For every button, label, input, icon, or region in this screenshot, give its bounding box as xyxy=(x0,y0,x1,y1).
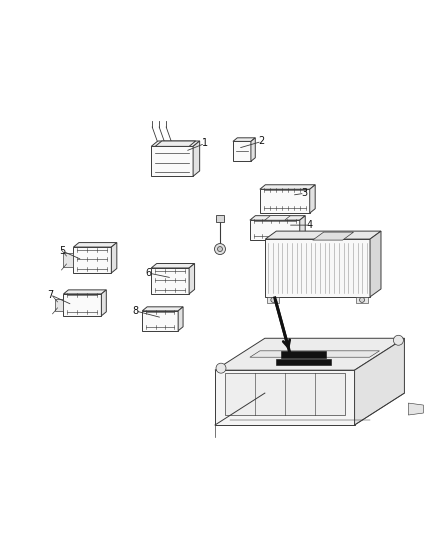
Circle shape xyxy=(271,297,276,302)
Polygon shape xyxy=(215,370,355,425)
Polygon shape xyxy=(189,263,194,294)
Text: 5: 5 xyxy=(60,246,66,256)
Polygon shape xyxy=(225,373,345,415)
Polygon shape xyxy=(250,216,305,220)
Polygon shape xyxy=(111,243,117,273)
Polygon shape xyxy=(64,253,74,267)
Polygon shape xyxy=(215,338,404,370)
Polygon shape xyxy=(250,220,300,240)
Text: 3: 3 xyxy=(302,188,308,198)
Polygon shape xyxy=(265,231,381,239)
Polygon shape xyxy=(151,268,189,294)
Circle shape xyxy=(218,247,223,252)
Polygon shape xyxy=(151,147,193,176)
Polygon shape xyxy=(260,185,315,189)
Polygon shape xyxy=(233,141,251,161)
Text: 7: 7 xyxy=(47,290,54,300)
Polygon shape xyxy=(265,239,370,297)
Polygon shape xyxy=(281,351,326,358)
Circle shape xyxy=(215,244,226,255)
Polygon shape xyxy=(74,243,117,247)
Polygon shape xyxy=(356,297,368,303)
Polygon shape xyxy=(300,216,305,240)
Polygon shape xyxy=(313,232,353,240)
Text: 8: 8 xyxy=(132,306,138,316)
Polygon shape xyxy=(142,307,183,311)
Polygon shape xyxy=(101,290,106,316)
Polygon shape xyxy=(54,299,64,311)
Polygon shape xyxy=(260,189,310,213)
Text: 6: 6 xyxy=(145,268,151,278)
Polygon shape xyxy=(151,263,194,268)
Circle shape xyxy=(393,335,403,345)
Polygon shape xyxy=(251,138,255,161)
Polygon shape xyxy=(408,403,424,415)
Polygon shape xyxy=(233,138,255,141)
Polygon shape xyxy=(267,297,279,303)
Polygon shape xyxy=(193,141,200,176)
Polygon shape xyxy=(178,307,183,331)
Polygon shape xyxy=(151,141,200,147)
Circle shape xyxy=(216,363,226,373)
Polygon shape xyxy=(310,185,315,213)
Polygon shape xyxy=(355,338,404,425)
Text: 4: 4 xyxy=(307,220,313,230)
Polygon shape xyxy=(250,351,379,357)
Polygon shape xyxy=(216,215,224,222)
Polygon shape xyxy=(142,311,178,331)
Polygon shape xyxy=(265,216,290,220)
Polygon shape xyxy=(155,141,196,147)
Text: 2: 2 xyxy=(259,136,265,147)
Polygon shape xyxy=(64,294,101,316)
Polygon shape xyxy=(74,247,111,273)
Text: 1: 1 xyxy=(202,139,208,148)
Polygon shape xyxy=(64,290,106,294)
Polygon shape xyxy=(276,359,331,366)
Polygon shape xyxy=(370,231,381,297)
Circle shape xyxy=(360,297,364,302)
